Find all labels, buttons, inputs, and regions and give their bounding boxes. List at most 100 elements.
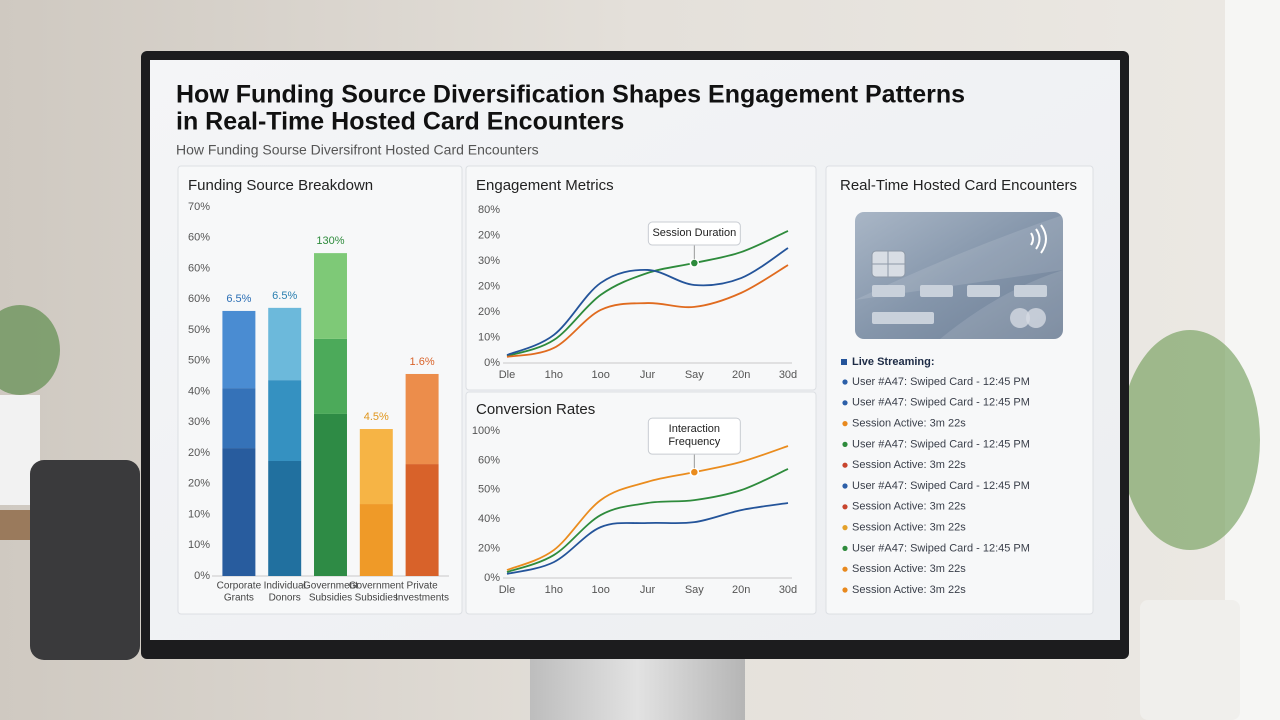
feed-bullet [842, 462, 848, 468]
feed-heading-bullet [841, 359, 847, 365]
y-tick-label: 0% [484, 572, 500, 584]
y-tick-label: 100% [472, 425, 500, 437]
annotation: Frequency [668, 436, 720, 448]
bar-segment [405, 373, 439, 465]
feed-item: Session Active: 3m 22s [852, 584, 966, 596]
title-line: How Funding Source Diversification Shape… [176, 81, 965, 109]
y-tick-label: 20% [478, 229, 500, 241]
y-tick-label: 30% [188, 416, 210, 428]
feed-bullet [842, 525, 848, 531]
x-tick-label: 20n [732, 369, 750, 381]
x-tick-label: Subsidies [309, 593, 352, 604]
feed-item: User #A47: Swiped Card - 12:45 PM [852, 376, 1030, 388]
feed-item: User #A47: Swiped Card - 12:45 PM [852, 480, 1030, 492]
x-tick-label: Investments [395, 593, 449, 604]
x-tick-label: Grants [224, 593, 254, 604]
feed-item: Session Active: 3m 22s [852, 459, 966, 471]
y-tick-label: 60% [478, 454, 500, 466]
y-tick-label: 60% [188, 293, 210, 305]
y-tick-label: 0% [194, 570, 210, 582]
x-tick-label: Say [685, 369, 704, 381]
feed-bullet [842, 545, 848, 552]
feed-bullet [842, 400, 848, 406]
bar-segment [222, 388, 256, 449]
bar-annotation: 4.5% [364, 411, 389, 423]
bar-segment [359, 504, 393, 576]
feed-item: Session Active: 3m 22s [852, 501, 966, 513]
bar-annotation: 6.5% [272, 290, 297, 302]
feed-bullet [842, 421, 848, 427]
y-tick-label: 20% [478, 543, 500, 555]
x-tick-label: Jur [640, 584, 656, 596]
feed-item: Session Active: 3m 22s [852, 418, 966, 430]
annotation: Interaction [669, 423, 720, 435]
x-tick-label: Say [685, 584, 704, 596]
line [506, 502, 789, 575]
y-tick-label: 50% [188, 324, 210, 336]
panel [465, 391, 817, 615]
y-tick-label: 50% [188, 355, 210, 367]
x-tick-label: 1oo [591, 584, 609, 596]
monitor-stand [530, 655, 745, 720]
y-tick-label: 20% [188, 447, 210, 459]
x-tick-label: Individual [264, 581, 306, 592]
x-tick-label: Donors [269, 593, 301, 604]
bar-annotation: 130% [316, 235, 344, 247]
feed-bullet [842, 483, 848, 489]
bar-segment [405, 464, 439, 576]
y-tick-label: 20% [188, 478, 210, 490]
title-line: in Real-Time Hosted Card Encounters [176, 108, 624, 136]
x-tick-label: Corporate [217, 581, 262, 592]
annotation-box [647, 417, 741, 455]
x-tick-label: Government [303, 581, 358, 592]
y-tick-label: 40% [478, 513, 500, 525]
chair [30, 460, 140, 660]
x-tick-label: 1ho [545, 584, 563, 596]
x-tick-label: Subsidies [355, 593, 398, 604]
bar-segment [359, 429, 393, 505]
y-tick-label: 10% [188, 508, 210, 520]
y-tick-label: 10% [478, 331, 500, 343]
x-tick-label: Jur [640, 369, 656, 381]
plant [0, 305, 60, 395]
y-tick-label: 60% [188, 232, 210, 244]
pot [1140, 600, 1240, 720]
x-tick-label: 30d [779, 369, 797, 381]
y-tick-label: 60% [188, 262, 210, 274]
x-tick-label: Dle [499, 584, 516, 596]
panel-title: Real-Time Hosted Card Encounters [840, 177, 1077, 194]
x-tick-label: Dle [499, 369, 516, 381]
x-tick-label: 1ho [545, 369, 563, 381]
panel-title: Conversion Rates [476, 401, 595, 418]
line [506, 468, 789, 573]
x-tick-label: 30d [779, 584, 797, 596]
annotation-box [647, 221, 741, 246]
bar-segment [222, 310, 256, 389]
bar-segment [314, 253, 347, 339]
bar-segment [314, 338, 347, 414]
y-tick-label: 0% [484, 357, 500, 369]
bar-annotation: 6.5% [226, 293, 251, 305]
bar-segment [314, 413, 347, 576]
annotation: Session Duration [652, 227, 736, 239]
bar-segment [268, 307, 302, 381]
feed-bullet [842, 379, 848, 385]
y-tick-label: 30% [478, 255, 500, 267]
y-tick-label: 50% [478, 484, 500, 496]
line [506, 445, 789, 571]
annotation-marker [689, 258, 700, 268]
bar-segment [268, 460, 302, 576]
feed-bullet [842, 441, 848, 447]
y-tick-label: 20% [478, 280, 500, 292]
feed-item: Session Active: 3m 22s [852, 563, 966, 575]
line [506, 230, 789, 357]
bar-annotation: 1.6% [410, 356, 435, 368]
x-tick-label: Private [407, 581, 439, 592]
y-tick-label: 70% [188, 201, 210, 213]
panel-title: Funding Source Breakdown [188, 177, 373, 194]
line [506, 247, 789, 356]
x-tick-label: 1oo [591, 369, 609, 381]
feed-item: Session Active: 3m 22s [852, 522, 966, 534]
